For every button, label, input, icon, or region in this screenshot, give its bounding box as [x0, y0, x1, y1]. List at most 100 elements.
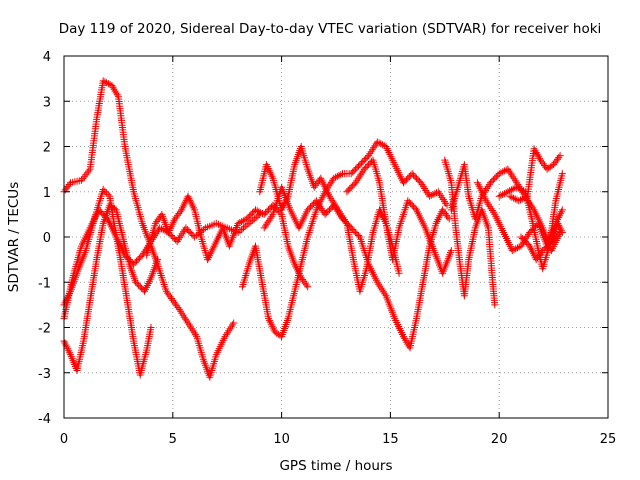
x-tick-label: 20 [491, 432, 508, 447]
data-point [360, 156, 368, 164]
data-point [262, 209, 270, 217]
data-point [135, 254, 143, 262]
data-point [186, 229, 194, 236]
data-point [363, 162, 371, 170]
data-point [413, 174, 420, 182]
data-point [513, 183, 521, 191]
data-point [337, 171, 345, 179]
data-point [407, 200, 415, 208]
data-point [554, 219, 562, 227]
data-point [366, 159, 374, 167]
y-tick-label: 0 [43, 231, 51, 246]
data-point [102, 189, 110, 197]
y-tick-label: 4 [43, 50, 51, 65]
data-point [347, 183, 355, 191]
data-point [174, 211, 182, 219]
data-point [539, 160, 547, 168]
data-point [260, 210, 268, 218]
data-point [98, 209, 106, 217]
data-point [175, 210, 183, 217]
data-point [536, 250, 544, 258]
data-point [362, 164, 370, 172]
data-point [548, 162, 556, 170]
series-track-13 [506, 145, 564, 205]
data-point [112, 89, 120, 97]
data-point [234, 219, 242, 227]
data-point [246, 212, 254, 220]
data-point [400, 333, 407, 341]
data-point [188, 230, 196, 238]
data-point [410, 171, 418, 179]
data-point [332, 173, 340, 181]
data-point [136, 283, 144, 291]
data-point [373, 138, 381, 146]
data-point [308, 201, 316, 209]
data-point [489, 176, 497, 184]
data-point [341, 218, 349, 226]
data-point [101, 212, 109, 220]
data-point [249, 216, 257, 224]
y-tick-label: -4 [38, 412, 51, 427]
data-point [355, 232, 362, 239]
data-point [349, 226, 357, 233]
data-point [558, 170, 566, 178]
data-point [169, 296, 177, 304]
data-point [95, 206, 103, 214]
grid-lines [64, 56, 608, 418]
data-point [552, 157, 560, 165]
series-track-14 [495, 170, 566, 273]
data-point [154, 216, 162, 224]
data-point [236, 219, 244, 226]
data-point [530, 145, 538, 153]
data-point [344, 186, 352, 194]
data-point [441, 210, 449, 217]
data-point [304, 206, 312, 214]
data-point [408, 170, 416, 178]
data-point [238, 226, 246, 233]
data-point [307, 203, 315, 211]
data-point [347, 170, 355, 178]
data-point [532, 256, 540, 264]
data-point [523, 239, 531, 247]
data-point [541, 162, 548, 169]
data-point [491, 301, 499, 309]
data-point [359, 158, 367, 166]
data-point [500, 190, 508, 198]
data-point [517, 196, 524, 204]
data-point [131, 259, 139, 267]
y-tick-label: 1 [43, 186, 51, 201]
data-point [304, 283, 312, 291]
data-point [427, 191, 435, 199]
data-point [330, 174, 338, 182]
series-track-8 [260, 183, 453, 352]
data-point [101, 78, 109, 86]
data-point [514, 244, 521, 252]
data-point [171, 300, 179, 308]
data-point [169, 233, 177, 241]
data-point [249, 209, 257, 217]
data-point [99, 77, 107, 85]
data-point [241, 222, 249, 230]
data-point [326, 206, 333, 214]
data-point [375, 139, 383, 147]
data-point [275, 207, 283, 215]
data-point [312, 181, 319, 189]
data-point [167, 232, 175, 239]
data-point [191, 233, 199, 241]
data-point [170, 235, 178, 242]
data-point [346, 185, 354, 193]
data-point [495, 192, 503, 200]
data-point [350, 227, 358, 235]
chart-title: Day 119 of 2020, Sidereal Day-to-day VTE… [59, 21, 602, 37]
series-track-6 [238, 138, 451, 341]
data-point [508, 193, 516, 201]
data-point [147, 324, 155, 331]
data-point [507, 186, 515, 194]
data-point [499, 168, 507, 176]
data-point [166, 293, 174, 301]
data-point [509, 185, 517, 193]
data-point [349, 182, 357, 190]
data-point [192, 232, 200, 239]
series-track-10 [441, 156, 499, 309]
data-point [239, 217, 247, 225]
